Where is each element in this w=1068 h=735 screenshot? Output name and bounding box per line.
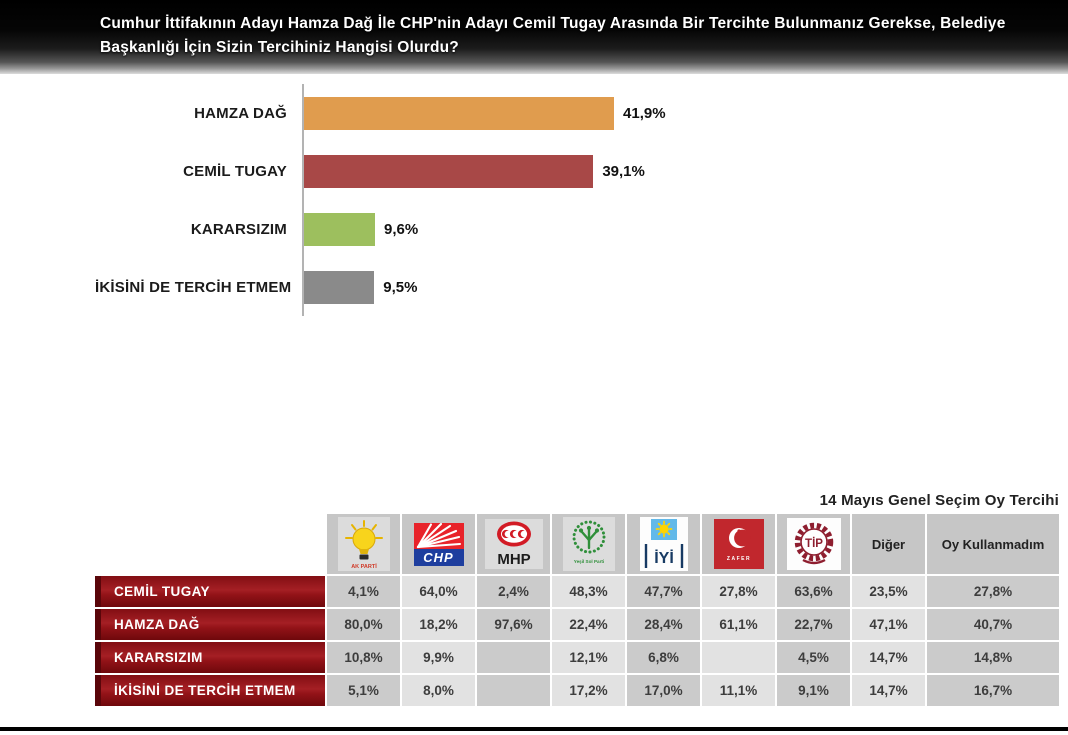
chart-row: HAMZA DAĞ 41,9%	[95, 84, 755, 142]
table-cell: 2,4%	[477, 576, 550, 607]
chart-bar-track: 41,9%	[302, 84, 755, 142]
column-header-label: Diğer	[871, 536, 906, 552]
table-cell: 4,5%	[777, 642, 850, 673]
chart-row: CEMİL TUGAY 39,1%	[95, 142, 755, 200]
chart-bar-track: 39,1%	[302, 142, 755, 200]
chart-row: İKİSİNİ DE TERCİH ETMEM 9,5%	[95, 258, 755, 316]
table-cell: 80,0%	[327, 609, 400, 640]
table-header-spacer	[95, 514, 325, 574]
chart-category-label: CEMİL TUGAY	[183, 162, 287, 180]
column-header-oy: Oy Kullanmadım	[927, 514, 1059, 574]
column-header-akp: AK PARTİ	[327, 514, 400, 574]
table-cell: 10,8%	[327, 642, 400, 673]
svg-text:Yeşil Sol Parti: Yeşil Sol Parti	[573, 559, 603, 564]
table-cell	[477, 642, 550, 673]
table-cell: 9,1%	[777, 675, 850, 706]
table-cell: 27,8%	[702, 576, 775, 607]
zafer-logo: ZAFER	[713, 519, 764, 569]
chart-bar	[304, 96, 615, 130]
chart-bar	[304, 154, 594, 188]
table-cell: 16,7%	[927, 675, 1059, 706]
table-cell: 61,1%	[702, 609, 775, 640]
table-cell: 40,7%	[927, 609, 1059, 640]
table-cell: 14,7%	[852, 642, 925, 673]
chart-value-label: 9,5%	[383, 278, 418, 296]
chart-value-label: 39,1%	[602, 162, 645, 180]
table-cell: 4,1%	[327, 576, 400, 607]
table-cell: 47,1%	[852, 609, 925, 640]
table-row-label: CEMİL TUGAY	[95, 576, 325, 607]
chart-category-label: KARARSIZIM	[190, 220, 287, 238]
table-cell: 28,4%	[627, 609, 700, 640]
svg-text:TİP: TİP	[805, 537, 823, 550]
table-cell: 11,1%	[702, 675, 775, 706]
table-cell: 48,3%	[552, 576, 625, 607]
column-header-mhp: MHP	[477, 514, 550, 574]
table-cell: 17,2%	[552, 675, 625, 706]
chart-bar	[304, 212, 376, 246]
bottom-border	[0, 727, 1068, 731]
column-header-iyi: İYİ	[627, 514, 700, 574]
table-cell: 5,1%	[327, 675, 400, 706]
svg-text:ZAFER: ZAFER	[726, 556, 750, 562]
chp-logo-rays	[413, 522, 464, 549]
akp-logo: AK PARTİ	[337, 517, 390, 571]
chart-value-label: 41,9%	[623, 104, 666, 122]
table-cell: 12,1%	[552, 642, 625, 673]
chart-bar-track: 9,6%	[302, 200, 755, 258]
tip-logo: TİP	[786, 518, 841, 570]
table-cell	[477, 675, 550, 706]
chart-category-label: HAMZA DAĞ	[194, 104, 287, 122]
yesilsol-logo: Yeşil Sol Parti	[562, 517, 615, 571]
chart-bar	[304, 270, 375, 304]
table-row-label: İKİSİNİ DE TERCİH ETMEM	[95, 675, 325, 706]
chart-bar-track: 9,5%	[302, 258, 755, 316]
table-cell: 22,7%	[777, 609, 850, 640]
question-text: Cumhur İttifakının Adayı Hamza Dağ İle C…	[100, 15, 1006, 57]
table-cell: 27,8%	[927, 576, 1059, 607]
iyi-logo: İYİ	[639, 517, 688, 571]
chart-category-label: İKİSİNİ DE TERCİH ETMEM	[95, 278, 292, 296]
table-cell: 97,6%	[477, 609, 550, 640]
table-cell: 23,5%	[852, 576, 925, 607]
mhp-logo: MHP	[484, 519, 543, 569]
table-cell: 14,7%	[852, 675, 925, 706]
svg-text:MHP: MHP	[497, 551, 530, 568]
column-header-yesilsol: Yeşil Sol Parti	[552, 514, 625, 574]
table-cell: 47,7%	[627, 576, 700, 607]
table-cell: 14,8%	[927, 642, 1059, 673]
table-row-label: HAMZA DAĞ	[95, 609, 325, 640]
table-cell: 9,9%	[402, 642, 475, 673]
table-cell: 6,8%	[627, 642, 700, 673]
table-cell: 17,0%	[627, 675, 700, 706]
chart-value-label: 9,6%	[384, 220, 419, 238]
chart-row: KARARSIZIM 9,6%	[95, 200, 755, 258]
question-banner: Cumhur İttifakının Adayı Hamza Dağ İle C…	[0, 0, 1068, 74]
chp-logo: CHP	[413, 522, 464, 566]
column-header-label: Oy Kullanmadım	[941, 536, 1045, 552]
table-cell: 8,0%	[402, 675, 475, 706]
crosstab-table: AK PARTİ CHP MHP	[95, 514, 1059, 706]
table-cell: 18,2%	[402, 609, 475, 640]
table-cell: 22,4%	[552, 609, 625, 640]
column-header-diger: Diğer	[852, 514, 925, 574]
svg-text:İYİ: İYİ	[654, 549, 674, 567]
column-header-zafer: ZAFER	[702, 514, 775, 574]
svg-text:AK PARTİ: AK PARTİ	[351, 563, 377, 570]
table-cell	[702, 642, 775, 673]
table-title: 14 Mayıs Genel Seçim Oy Tercihi	[819, 492, 1059, 509]
preference-bar-chart: HAMZA DAĞ 41,9% CEMİL TUGAY 39,1% KARARSIZIM…	[95, 84, 755, 316]
table-row-label: KARARSIZIM	[95, 642, 325, 673]
column-header-chp: CHP	[402, 514, 475, 574]
chp-logo-text: CHP	[413, 548, 464, 566]
column-header-tip: TİP	[777, 514, 850, 574]
table-cell: 63,6%	[777, 576, 850, 607]
table-cell: 64,0%	[402, 576, 475, 607]
